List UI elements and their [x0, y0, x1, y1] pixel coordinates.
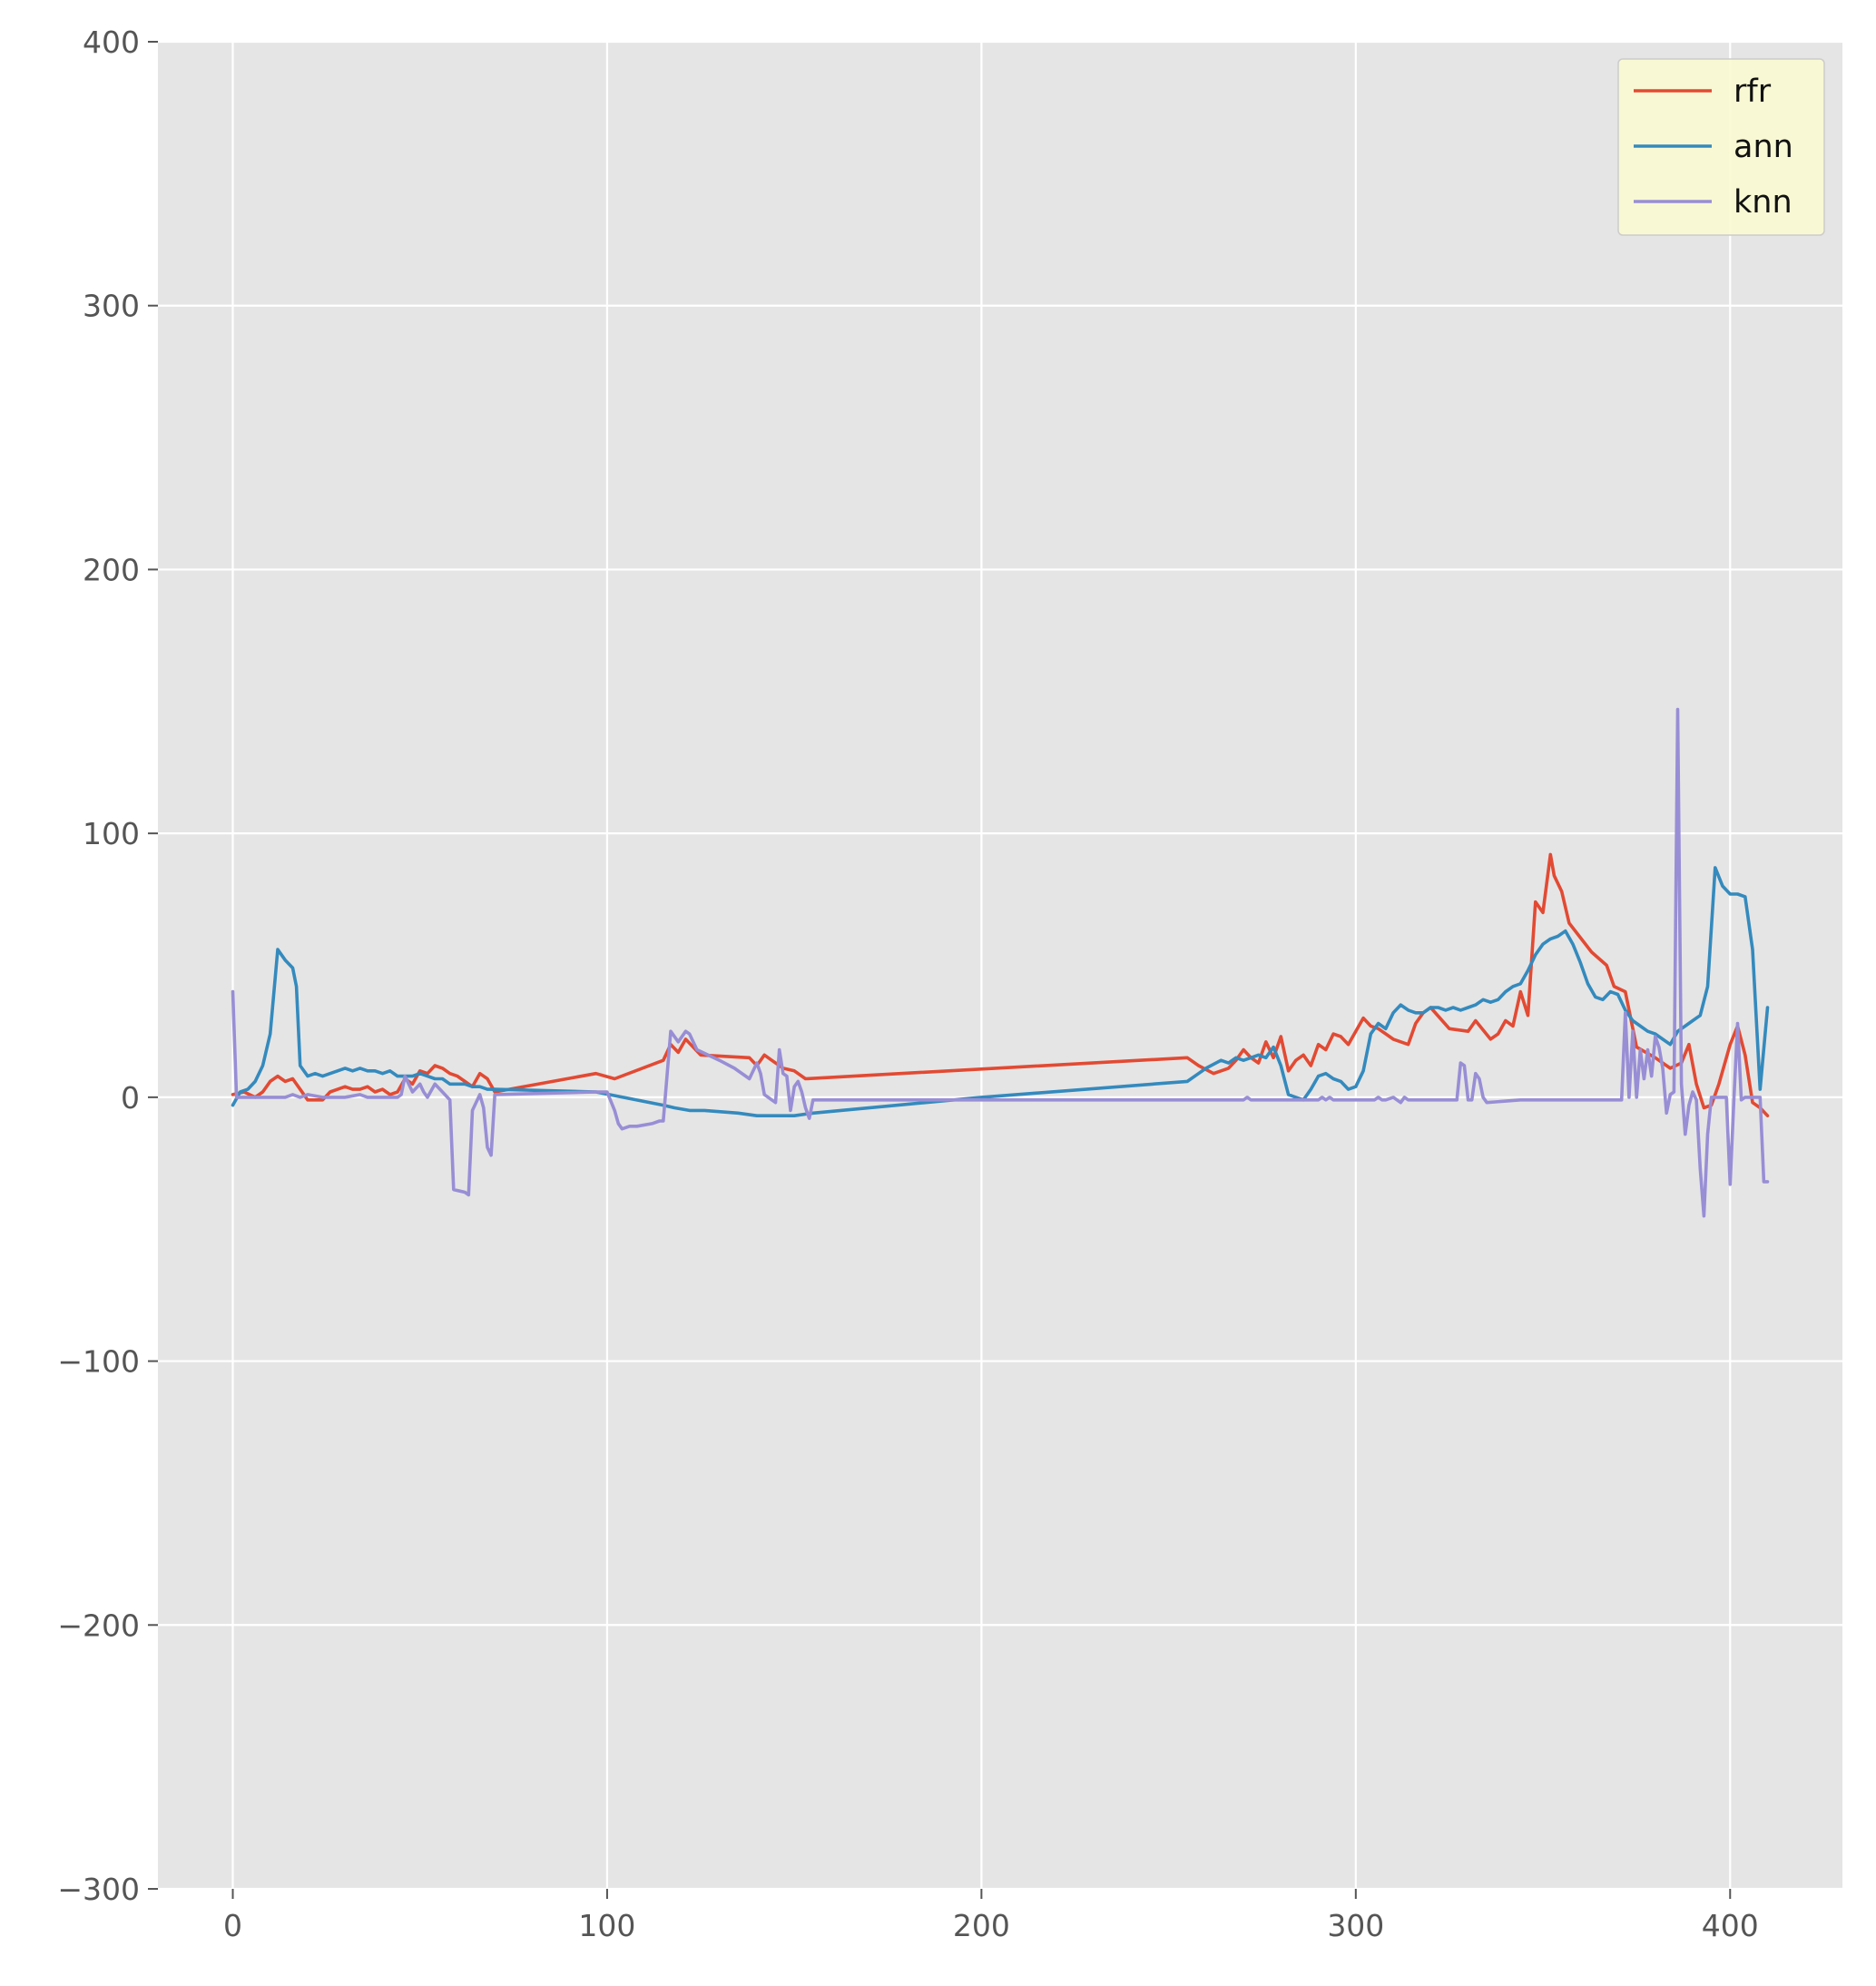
- x-tick-label: 400: [1702, 1908, 1759, 1943]
- plot-area: [158, 42, 1842, 1889]
- legend-label-ann: ann: [1734, 129, 1793, 165]
- x-tick-label: 200: [953, 1908, 1010, 1943]
- y-tick-label: 200: [83, 552, 140, 587]
- legend-label-rfr: rfr: [1734, 74, 1772, 110]
- y-tick-label: −200: [57, 1607, 140, 1643]
- y-tick-label: −100: [57, 1344, 140, 1380]
- x-tick-label: 100: [578, 1908, 635, 1943]
- legend-label-knn: knn: [1734, 184, 1793, 221]
- axis-ticks: 0 100 200 300 400 −300 −200 −100 0 100 200 300 400: [57, 25, 1758, 1943]
- legend-box: [1617, 58, 1825, 236]
- y-tick-label: 400: [83, 25, 140, 60]
- y-tick-label: 0: [121, 1080, 140, 1116]
- y-tick-label: 300: [83, 289, 140, 324]
- series-lines: [231, 707, 1770, 1218]
- y-tick-label: −300: [57, 1872, 140, 1907]
- y-tick-label: 100: [83, 816, 140, 851]
- series-line-rfr: [231, 852, 1770, 1117]
- legend: rfr ann knn: [1617, 58, 1825, 236]
- grid-lines: [158, 40, 1842, 1891]
- x-tick-label: 0: [223, 1908, 242, 1943]
- x-tick-label: 300: [1327, 1908, 1384, 1943]
- series-line-knn: [231, 707, 1770, 1218]
